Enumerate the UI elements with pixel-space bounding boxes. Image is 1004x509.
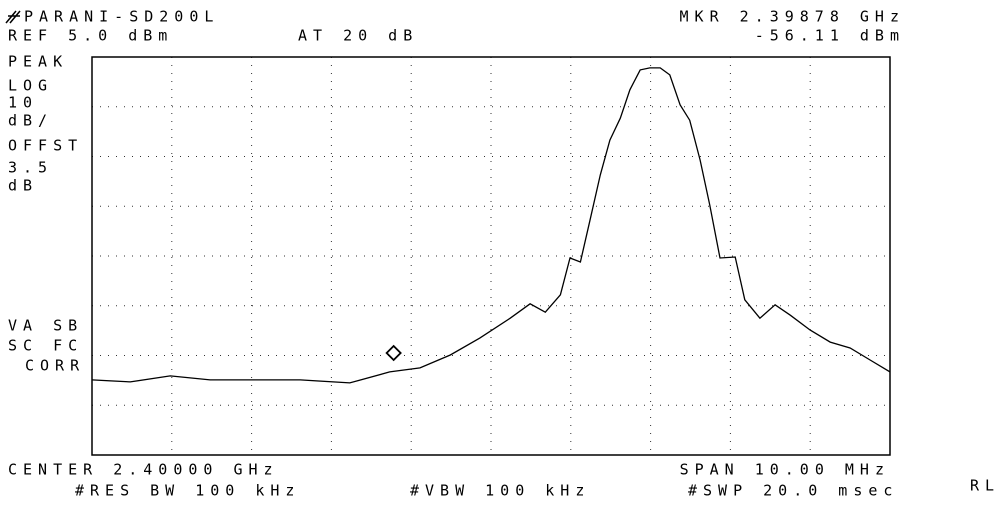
annotation: AT 20 dB [298, 27, 418, 45]
annotation: RL [970, 477, 1000, 495]
annotation: OFFST [8, 137, 83, 155]
annotation: dB [8, 177, 38, 195]
annotation: PEAK [8, 53, 68, 71]
marker-frequency: MKR 2.39878 GHz [680, 8, 905, 26]
annotation: #VBW 100 kHz [410, 482, 590, 500]
annotation: #RES BW 100 kHz [75, 482, 300, 500]
marker-level: -56.11 dBm [755, 27, 905, 45]
annotation: LOG [8, 77, 53, 95]
trace [91, 67, 891, 384]
annotation: CORR [25, 357, 85, 375]
marker [385, 344, 402, 362]
logo [5, 10, 21, 24]
annotation: dB/ [8, 112, 53, 130]
annotation: SPAN 10.00 MHz [680, 461, 890, 479]
annotation: SC FC [8, 337, 83, 355]
annotation: CENTER 2.40000 GHz [8, 461, 279, 479]
chart-title: PARANI-SD200L [24, 8, 219, 26]
annotation: VA SB [8, 317, 83, 335]
annotation: #SWP 20.0 msec [688, 482, 898, 500]
annotation: REF 5.0 dBm [8, 27, 173, 45]
annotation: 10 [8, 94, 38, 112]
annotation: 3.5 [8, 159, 53, 177]
